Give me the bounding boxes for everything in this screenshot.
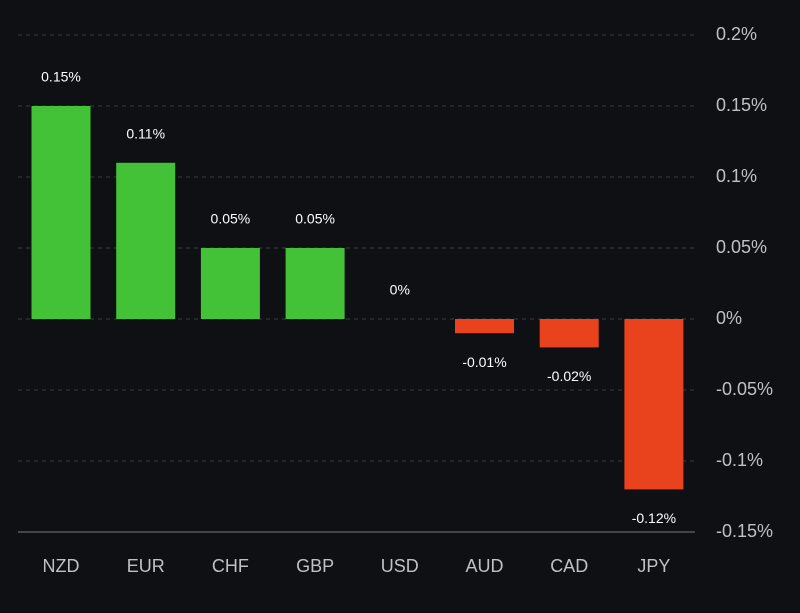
data-label-nzd: 0.15% <box>41 69 81 85</box>
data-labels: 0.15% 0.11% 0.05% 0.05% 0% -0.01% -0.02% -0.12% <box>41 69 676 526</box>
data-label-gbp: 0.05% <box>295 211 335 227</box>
x-tick-label-aud: AUD <box>465 556 503 576</box>
y-tick-label: 0.05% <box>716 237 767 257</box>
data-label-jpy: -0.12% <box>632 510 676 526</box>
y-tick-label: -0.05% <box>716 379 773 399</box>
data-label-cad: -0.02% <box>547 368 591 384</box>
bar-cad <box>539 319 599 348</box>
x-tick-label-gbp: GBP <box>296 556 334 576</box>
x-tick-label-usd: USD <box>381 556 419 576</box>
bars <box>31 106 684 490</box>
y-tick-label: 0% <box>716 308 742 328</box>
y-tick-label: 0.1% <box>716 166 757 186</box>
bar-eur <box>116 162 176 319</box>
y-axis-ticks: 0.2% 0.15% 0.1% 0.05% 0% -0.05% -0.1% -0.15% <box>716 24 773 541</box>
data-label-usd: 0% <box>390 282 410 298</box>
bar-nzd <box>31 106 91 319</box>
x-axis-ticks: NZD EUR CHF GBP USD AUD CAD JPY <box>43 556 671 576</box>
data-label-eur: 0.11% <box>126 126 165 142</box>
y-tick-label: -0.15% <box>716 521 773 541</box>
bar-gbp <box>285 248 345 319</box>
bar-chf <box>200 248 260 319</box>
bar-aud <box>455 319 514 334</box>
x-tick-label-chf: CHF <box>212 556 249 576</box>
bar-jpy <box>624 319 684 490</box>
y-tick-label: 0.15% <box>716 95 767 115</box>
y-tick-label: 0.2% <box>716 24 757 44</box>
x-tick-label-jpy: JPY <box>637 556 670 576</box>
x-tick-label-eur: EUR <box>127 556 165 576</box>
x-tick-label-nzd: NZD <box>43 556 80 576</box>
y-tick-label: -0.1% <box>716 450 763 470</box>
x-tick-label-cad: CAD <box>550 556 588 576</box>
data-label-aud: -0.01% <box>462 354 506 370</box>
data-label-chf: 0.05% <box>211 211 251 227</box>
